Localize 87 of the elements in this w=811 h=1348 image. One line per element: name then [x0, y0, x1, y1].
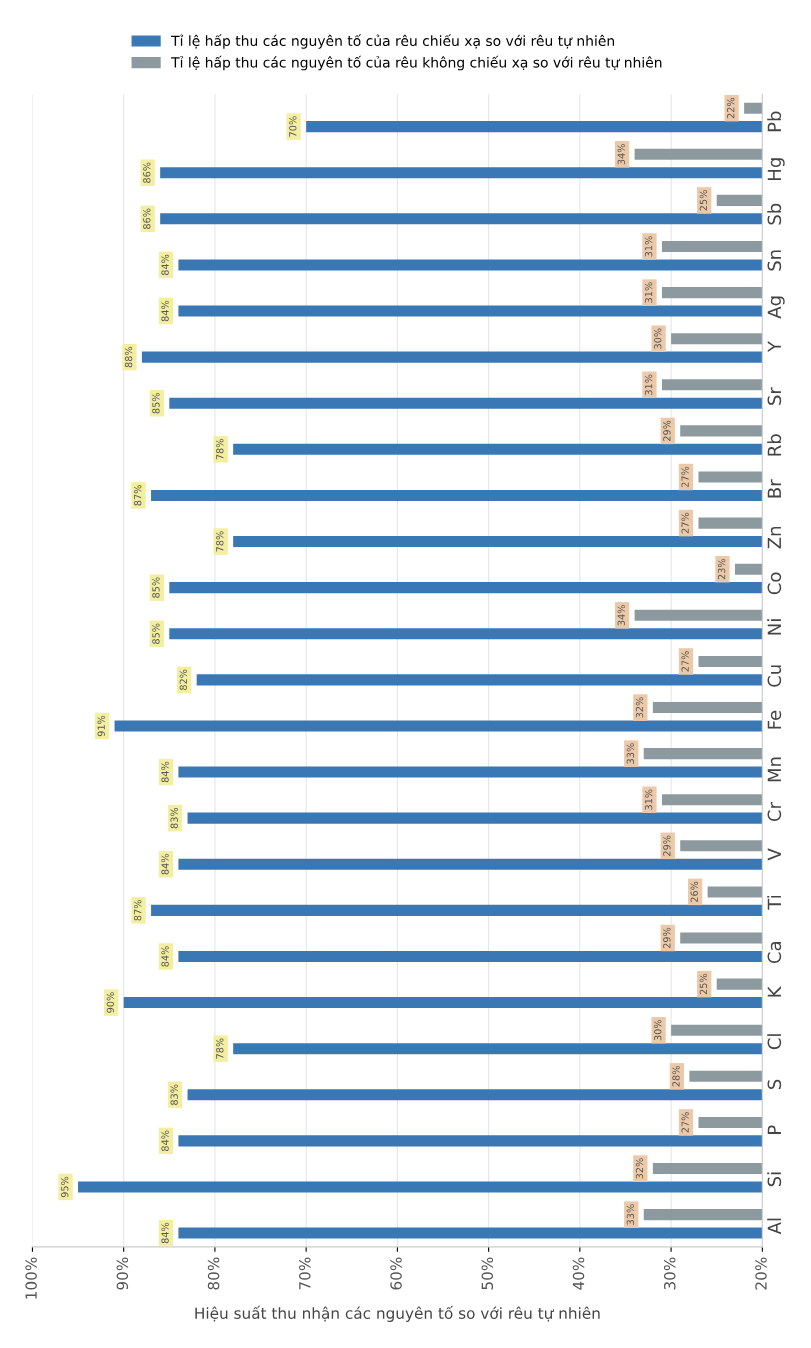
x-tick-label: 80% [207, 1257, 220, 1290]
data-label: 78% [216, 439, 224, 460]
data-label: 27% [681, 1112, 689, 1133]
data-label: 27% [681, 512, 689, 534]
data-label: 30% [654, 328, 662, 349]
data-label: 84% [161, 300, 169, 322]
data-label: 30% [654, 1019, 662, 1041]
data-label: 85% [152, 623, 160, 644]
x-tick-label: 30% [663, 1257, 676, 1290]
data-label: 31% [644, 282, 653, 303]
y-tick-label: Cu [767, 665, 782, 687]
y-tick-label: Sn [767, 250, 782, 271]
data-label: 83% [170, 1084, 178, 1105]
y-tick-label: Pb [767, 111, 782, 132]
legend-label: Tỉ lệ hấp thu các nguyên tố của rêu chiếu xạ so với rêu tự nhiên [171, 34, 614, 49]
data-label: 84% [161, 761, 169, 783]
data-label: 29% [663, 835, 671, 856]
data-label: 31% [644, 236, 653, 257]
data-label: 28% [672, 1066, 680, 1087]
data-label: 34% [617, 144, 625, 165]
data-label: 33% [626, 1204, 635, 1225]
y-tick-label: Ti [767, 895, 781, 910]
y-tick-label: Mn [767, 757, 781, 782]
data-label: 90% [106, 992, 114, 1013]
data-label: 27% [681, 651, 689, 672]
data-label: 84% [161, 254, 169, 276]
y-tick-label: Cl [767, 1034, 782, 1050]
data-label: 87% [134, 900, 142, 921]
y-tick-label: Y [767, 341, 781, 353]
data-label: 85% [152, 577, 160, 598]
data-label: 85% [152, 392, 160, 414]
data-label: 29% [663, 420, 671, 441]
x-tick-label: 20% [755, 1257, 767, 1290]
y-tick-label: Rb [767, 434, 782, 456]
y-tick-label: Sb [767, 203, 782, 225]
data-label: 33% [626, 743, 635, 764]
y-tick-label: Ag [767, 296, 785, 319]
data-label: 26% [690, 881, 698, 903]
y-tick-label: Hg [767, 158, 785, 180]
data-label: 32% [635, 697, 644, 718]
data-label: 29% [663, 927, 671, 949]
data-label: 27% [681, 466, 689, 488]
y-tick-label: Ca [767, 942, 782, 964]
x-tick-label: 60% [390, 1257, 402, 1290]
data-label: 84% [161, 1222, 169, 1244]
y-tick-label: Al [767, 1218, 781, 1235]
data-label: 83% [170, 807, 178, 829]
data-label: 78% [216, 1038, 224, 1059]
y-tick-label: Co [767, 572, 782, 595]
data-label: 31% [644, 789, 653, 810]
x-tick-label: 50% [481, 1257, 494, 1290]
y-tick-label: Cr [767, 802, 782, 822]
y-tick-label: V [767, 848, 781, 861]
y-tick-label: Zn [767, 527, 781, 549]
legend-label: Tỉ lệ hấp thu các nguyên tố của rêu không chiếu xạ so với rêu tự nhiên [171, 55, 662, 71]
data-label: 88% [124, 346, 133, 368]
data-label: 82% [179, 669, 187, 690]
data-label: 25% [699, 973, 708, 995]
y-tick-label: Ni [767, 619, 781, 635]
data-label: 34% [617, 605, 625, 626]
x-tick-label: 100% [25, 1257, 37, 1299]
data-label: 70% [289, 116, 297, 137]
data-label: 32% [635, 1158, 644, 1179]
y-tick-label: Fe [767, 710, 782, 729]
x-tick-label: 90% [116, 1257, 129, 1290]
y-tick-label: K [767, 986, 781, 997]
x-tick-label: 40% [572, 1257, 585, 1290]
y-tick-label: Si [767, 1172, 782, 1187]
y-tick-label: Br [767, 479, 781, 498]
data-label: 86% [143, 162, 151, 183]
y-tick-label: S [767, 1079, 782, 1089]
data-label: 84% [161, 1130, 169, 1152]
data-label: 23% [717, 558, 726, 580]
data-label: 78% [216, 531, 224, 552]
data-label: 25% [699, 190, 708, 211]
data-label: 95% [61, 1176, 69, 1198]
data-label: 31% [644, 374, 653, 395]
y-tick-label: Sr [767, 387, 782, 405]
x-tick-label: 70% [299, 1257, 311, 1290]
data-label: 87% [134, 485, 142, 506]
data-label: 22% [727, 97, 735, 119]
data-label: 91% [97, 715, 105, 737]
x-axis-title: Hiệu suất thu nhận các nguyên tố so với rêu tự nhiên [195, 1305, 600, 1322]
data-label: 84% [161, 853, 169, 875]
y-tick-label: P [767, 1125, 781, 1134]
data-label: 84% [161, 946, 169, 967]
data-label: 86% [143, 208, 151, 229]
